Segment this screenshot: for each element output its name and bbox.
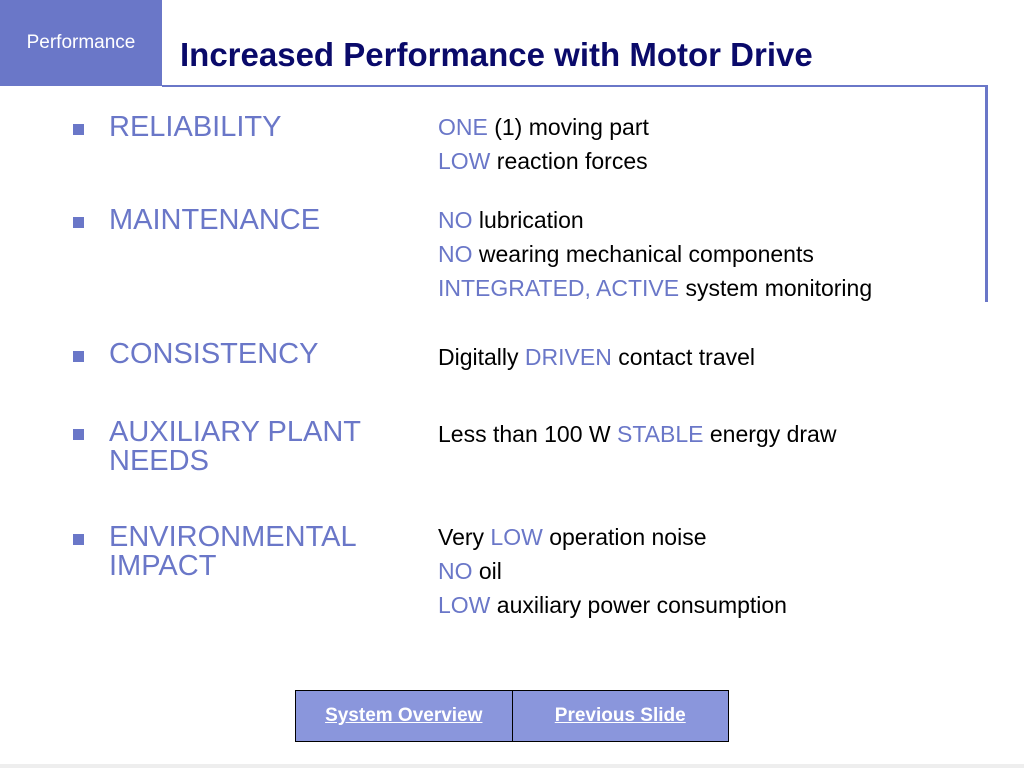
detail-text: Very — [438, 524, 491, 550]
bullet-icon — [73, 429, 84, 440]
highlight-text: INTEGRATED, ACTIVE — [438, 275, 680, 301]
detail-text: operation noise — [542, 524, 707, 550]
feature-details: Very LOW operation noise NO oil LOW auxili… — [438, 520, 998, 622]
system-overview-link[interactable]: System Overview — [296, 691, 512, 741]
previous-slide-link[interactable]: Previous Slide — [511, 691, 728, 741]
feature-details: Digitally DRIVEN contact travel — [438, 340, 998, 374]
bullet-icon — [73, 124, 84, 135]
feature-label: RELIABILITY — [109, 111, 282, 143]
feature-details: NO lubrication NO wearing mechanical comp… — [438, 203, 998, 305]
highlight-text: LOW — [438, 592, 491, 618]
detail-line: ONE (1) moving part — [438, 110, 998, 144]
slide-title: Increased Performance with Motor Drive — [180, 36, 813, 73]
navigation-bar: System Overview Previous Slide — [295, 690, 729, 742]
detail-line: Less than 100 W STABLE energy draw — [438, 417, 998, 451]
highlight-text: ONE — [438, 114, 488, 140]
detail-text: Less than 100 W — [438, 421, 617, 447]
feature-label: CONSISTENCY — [109, 338, 319, 370]
highlight-text: NO — [438, 207, 473, 233]
detail-line: Digitally DRIVEN contact travel — [438, 340, 998, 374]
highlight-text: STABLE — [617, 421, 704, 447]
detail-text: wearing mechanical components — [472, 241, 814, 267]
highlight-text: NO — [438, 241, 473, 267]
bullet-icon — [73, 217, 84, 228]
detail-line: LOW reaction forces — [438, 144, 998, 178]
detail-text: system monitoring — [679, 275, 873, 301]
detail-text: auxiliary power consumption — [490, 592, 787, 618]
highlight-text: DRIVEN — [524, 344, 612, 370]
feature-details: Less than 100 W STABLE energy draw — [438, 417, 998, 451]
detail-text: oil — [472, 558, 502, 584]
detail-text: reaction forces — [490, 148, 648, 174]
feature-label: ENVIRONMENTAL IMPACT — [109, 521, 356, 582]
detail-line: NO lubrication — [438, 203, 998, 237]
section-tag: Performance — [0, 0, 162, 86]
feature-label: AUXILIARY PLANT NEEDS — [109, 416, 361, 477]
section-tag-label: Performance — [26, 32, 136, 53]
highlight-text: LOW — [490, 524, 543, 550]
highlight-text: LOW — [438, 148, 491, 174]
bullet-icon — [73, 351, 84, 362]
detail-text: contact travel — [611, 344, 756, 370]
highlight-text: NO — [438, 558, 473, 584]
detail-line: NO oil — [438, 554, 998, 588]
bullet-icon — [73, 534, 84, 545]
detail-line: NO wearing mechanical components — [438, 237, 998, 271]
detail-text: energy draw — [703, 421, 837, 447]
feature-label: MAINTENANCE — [109, 204, 321, 236]
detail-text: (1) moving part — [487, 114, 649, 140]
detail-line: LOW auxiliary power consumption — [438, 588, 998, 622]
title-divider — [162, 85, 987, 87]
detail-line: INTEGRATED, ACTIVE system monitoring — [438, 271, 998, 305]
bottom-divider — [0, 764, 1024, 768]
feature-details: ONE (1) moving part LOW reaction forces — [438, 110, 998, 178]
detail-line: Very LOW operation noise — [438, 520, 998, 554]
detail-text: lubrication — [472, 207, 584, 233]
detail-text: Digitally — [438, 344, 525, 370]
right-divider — [985, 85, 988, 302]
